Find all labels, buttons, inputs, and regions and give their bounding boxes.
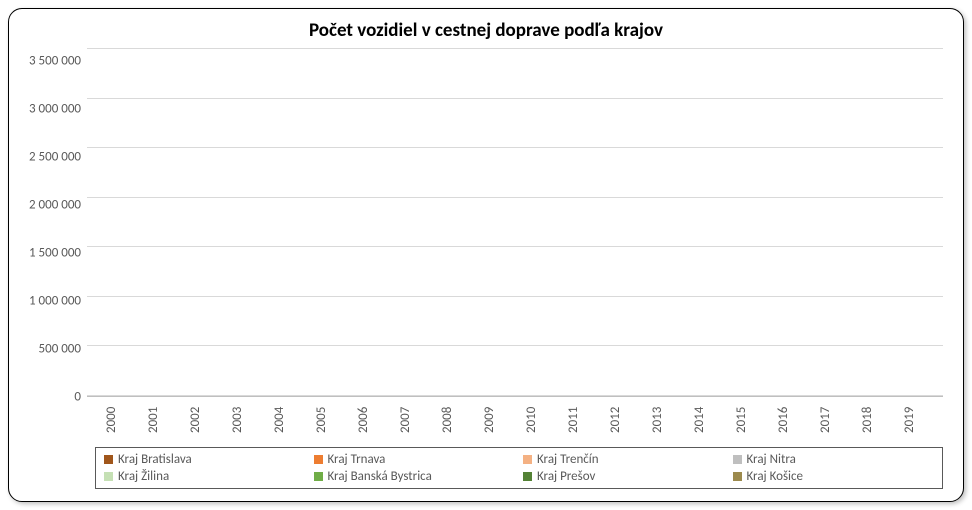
- legend-label: Kraj Žilina: [118, 469, 169, 484]
- legend-swatch: [733, 472, 742, 481]
- y-axis: 3 500 000 3 000 000 2 500 000 2 000 000 1 50…: [29, 48, 87, 397]
- legend: Kraj Bratislava Kraj Trnava Kraj Trenčín Kr…: [95, 447, 943, 489]
- x-axis: 2000 2001 2002 2003 2004 2005 2006 2007 2008 2009…: [95, 397, 943, 441]
- x-tick-label: 2002: [188, 401, 220, 441]
- plot-row: 3 500 000 3 000 000 2 500 000 2 000 000 1 50…: [29, 48, 943, 397]
- legend-swatch: [523, 455, 532, 464]
- y-tick-label: 1 000 000: [29, 295, 81, 308]
- y-tick-label: 3 500 000: [29, 55, 81, 68]
- legend-swatch: [104, 472, 113, 481]
- legend-wrap: Kraj Bratislava Kraj Trnava Kraj Trenčín Kr…: [95, 447, 943, 489]
- y-tick-label: 3 000 000: [29, 103, 81, 116]
- x-tick-label: 2012: [608, 401, 640, 441]
- x-tick-label: 2013: [650, 401, 682, 441]
- x-tick-label: 2004: [272, 401, 304, 441]
- legend-item: Kraj Košice: [733, 469, 935, 484]
- legend-item: Kraj Žilina: [104, 469, 306, 484]
- legend-item: Kraj Trenčín: [523, 452, 725, 467]
- x-tick-label: 2009: [482, 401, 514, 441]
- x-tick-label: 2007: [398, 401, 430, 441]
- legend-item: Kraj Bratislava: [104, 452, 306, 467]
- y-tick-label: 2 000 000: [29, 199, 81, 212]
- legend-swatch: [523, 472, 532, 481]
- legend-swatch: [104, 455, 113, 464]
- x-tick-label: 2016: [776, 401, 808, 441]
- x-tick-label: 2001: [146, 401, 178, 441]
- chart-container: Počet vozidiel v cestnej doprave podľa k…: [8, 8, 964, 502]
- y-tick-label: 0: [74, 391, 81, 404]
- x-tick-label: 2015: [734, 401, 766, 441]
- bars-group: [87, 48, 943, 396]
- x-tick-label: 2000: [104, 401, 136, 441]
- chart-title: Počet vozidiel v cestnej doprave podľa k…: [29, 19, 943, 42]
- legend-label: Kraj Prešov: [537, 469, 595, 484]
- legend-label: Kraj Bratislava: [118, 452, 192, 467]
- y-tick-label: 500 000: [39, 343, 81, 356]
- legend-swatch: [314, 472, 323, 481]
- plot-area: [87, 48, 943, 397]
- x-tick-label: 2003: [230, 401, 262, 441]
- y-tick-label: 1 500 000: [29, 247, 81, 260]
- legend-item: Kraj Trnava: [314, 452, 516, 467]
- x-tick-label: 2006: [356, 401, 388, 441]
- legend-item: Kraj Prešov: [523, 469, 725, 484]
- x-tick-label: 2005: [314, 401, 346, 441]
- x-tick-label: 2011: [566, 401, 598, 441]
- x-tick-label: 2008: [440, 401, 472, 441]
- legend-label: Kraj Košice: [747, 469, 804, 484]
- y-tick-label: 2 500 000: [29, 151, 81, 164]
- legend-swatch: [733, 455, 742, 464]
- legend-swatch: [314, 455, 323, 464]
- x-tick-label: 2019: [902, 401, 934, 441]
- legend-label: Kraj Banská Bystrica: [328, 469, 432, 484]
- legend-item: Kraj Nitra: [733, 452, 935, 467]
- legend-label: Kraj Nitra: [747, 452, 796, 467]
- legend-label: Kraj Trnava: [328, 452, 386, 467]
- x-tick-label: 2018: [860, 401, 892, 441]
- legend-label: Kraj Trenčín: [537, 452, 599, 467]
- x-tick-label: 2017: [818, 401, 850, 441]
- legend-item: Kraj Banská Bystrica: [314, 469, 516, 484]
- x-tick-label: 2010: [524, 401, 556, 441]
- x-tick-label: 2014: [692, 401, 724, 441]
